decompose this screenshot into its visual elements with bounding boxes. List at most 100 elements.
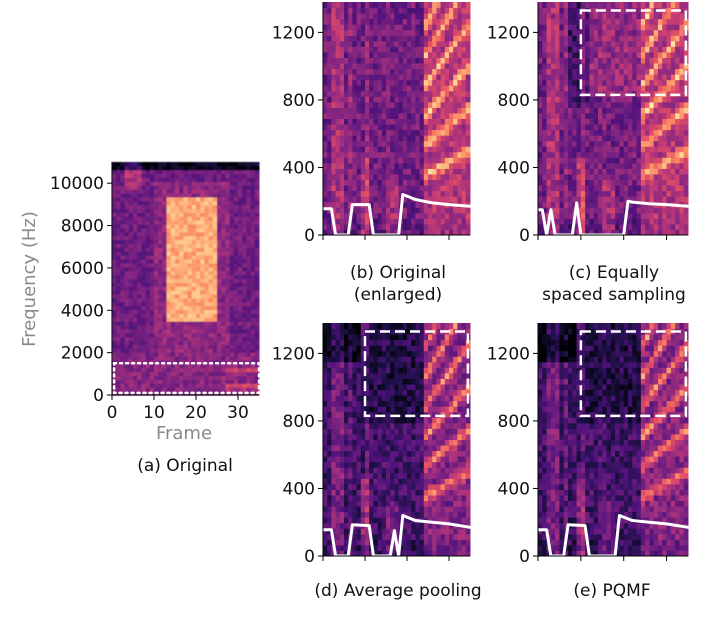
heatmap-cell (369, 96, 374, 103)
heatmap-cell (233, 220, 239, 225)
heatmap-cell (242, 181, 247, 186)
heatmap-cell (559, 24, 565, 31)
heatmap-cell (204, 220, 210, 225)
heatmap-cell (640, 107, 646, 114)
heatmap-cell (348, 74, 353, 81)
heatmap-cell (576, 162, 582, 169)
heatmap-cell (242, 305, 247, 311)
heatmap-cell (572, 29, 578, 36)
heatmap-cell (465, 168, 471, 175)
heatmap-cell (124, 181, 130, 186)
heatmap-cell (204, 169, 210, 175)
heatmap-cell (331, 124, 337, 131)
heatmap-cell (585, 107, 590, 114)
heatmap-cell (598, 173, 603, 181)
heatmap-cell (381, 190, 387, 197)
heatmap-cell (200, 266, 205, 272)
heatmap-cell (149, 239, 155, 245)
heatmap-cell (377, 96, 383, 103)
heatmap-cell (623, 146, 629, 153)
heatmap-cell (377, 35, 383, 42)
heatmap-cell (254, 270, 260, 276)
heatmap-cell (149, 286, 155, 291)
heatmap-cell (589, 74, 595, 81)
heatmap-cell (233, 332, 239, 338)
heatmap-cell (428, 229, 433, 236)
heatmap-cell (327, 190, 332, 197)
heatmap-cell (225, 301, 231, 307)
heatmap-cell (449, 7, 454, 14)
heatmap-cell (179, 193, 184, 198)
heatmap-cell (632, 140, 638, 147)
heatmap-cell (208, 379, 214, 384)
heatmap-cell (449, 35, 454, 42)
heatmap-cell (154, 305, 159, 311)
heatmap-cell (658, 218, 663, 225)
heatmap-cell (662, 157, 668, 164)
heatmap-cell (242, 212, 247, 217)
heatmap-cell (457, 135, 463, 142)
heatmap-cell (158, 181, 163, 186)
heatmap-cell (149, 255, 155, 260)
heatmap-cell (158, 363, 163, 369)
heatmap-cell (386, 168, 391, 175)
heatmap-cell (640, 74, 646, 81)
heatmap-cell (398, 118, 404, 125)
heatmap-cell (563, 229, 569, 236)
heatmap-cell (221, 387, 226, 392)
heatmap-cell (141, 162, 147, 167)
heatmap-cell (175, 305, 180, 311)
heatmap-cell (112, 270, 117, 276)
heatmap-cell (128, 286, 134, 291)
heatmap-cell (585, 135, 590, 142)
heatmap-cell (158, 247, 163, 252)
heatmap-cell (542, 146, 548, 153)
heatmap-cell (373, 124, 379, 131)
heatmap-cell (632, 63, 638, 70)
heatmap-cell (390, 129, 395, 136)
heatmap-cell (550, 173, 556, 181)
heatmap-cell (166, 224, 172, 229)
heatmap-cell (145, 352, 151, 357)
heatmap-cell (175, 301, 180, 307)
heatmap-cell (162, 313, 168, 318)
heatmap-cell (398, 135, 404, 142)
heatmap-cell (137, 344, 142, 349)
heatmap-cell (158, 379, 163, 384)
heatmap-cell (196, 325, 201, 330)
heatmap-cell (124, 224, 130, 229)
heatmap-cell (120, 348, 126, 353)
heatmap-cell (373, 29, 379, 36)
heatmap-cell (407, 29, 412, 36)
heatmap-cell (124, 189, 130, 194)
heatmap-cell (208, 165, 214, 171)
heatmap-cell (208, 266, 214, 272)
heatmap-cell (233, 352, 239, 357)
heatmap-cell (542, 162, 548, 169)
heatmap-cell (162, 177, 168, 182)
heatmap-cell (449, 79, 454, 86)
heatmap-cell (344, 168, 349, 175)
heatmap-cell (246, 224, 252, 229)
heatmap-cell (538, 29, 543, 36)
heatmap-cell (141, 313, 147, 318)
heatmap-cell (589, 29, 595, 36)
heatmap-cell (623, 179, 629, 186)
heatmap-cell (390, 179, 395, 186)
heatmap-cell (154, 309, 159, 314)
heatmap-cell (585, 212, 590, 219)
heatmap-cell (461, 29, 467, 36)
heatmap-cell (589, 57, 595, 64)
heatmap-cell (212, 379, 218, 384)
heatmap-cell (593, 212, 599, 219)
heatmap-cell (449, 185, 454, 192)
heatmap-cell (183, 305, 189, 311)
heatmap-cell (154, 332, 159, 338)
heatmap-cell (568, 118, 573, 125)
heatmap-cell (175, 274, 180, 279)
heatmap-cell (449, 68, 454, 75)
heatmap-cell (610, 112, 616, 119)
heatmap-cell (233, 231, 239, 237)
heatmap-cell (675, 101, 680, 108)
heatmap-cell (572, 129, 578, 136)
